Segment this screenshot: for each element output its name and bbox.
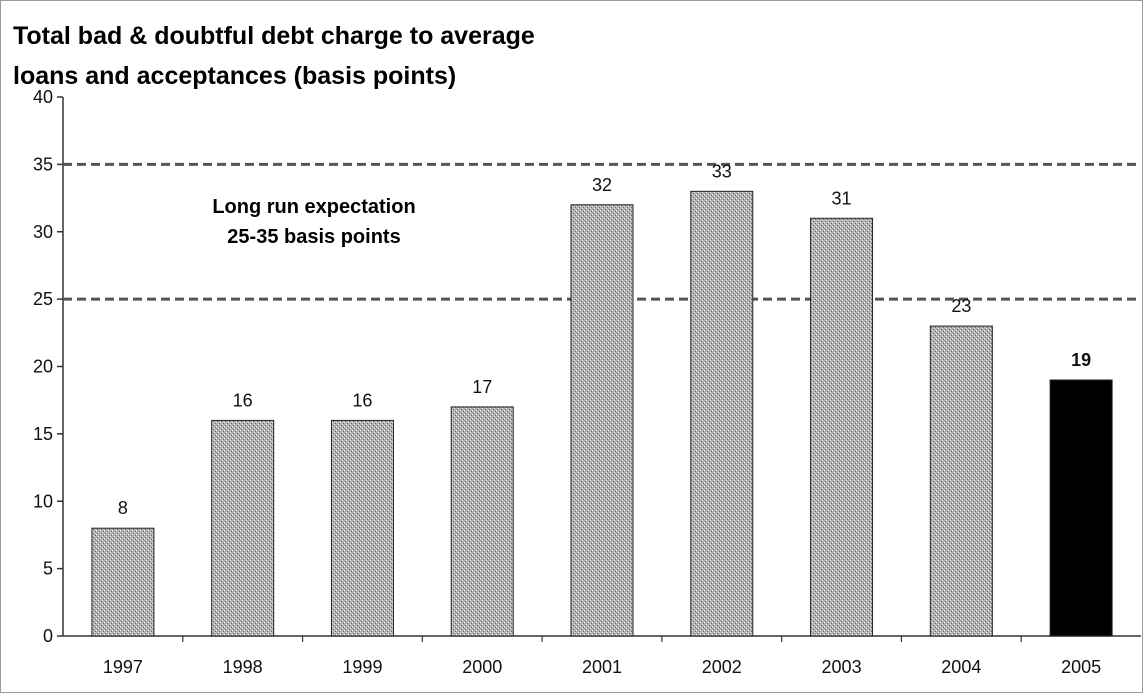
y-tick-label: 35 (33, 154, 53, 174)
y-tick-label: 40 (33, 87, 53, 107)
x-tick-label: 2002 (702, 657, 742, 677)
y-tick-label: 5 (43, 559, 53, 579)
data-label: 16 (233, 390, 253, 410)
data-label: 33 (712, 161, 732, 181)
y-tick-label: 25 (33, 289, 53, 309)
chart-annotation: Long run expectation 25-35 basis points (212, 196, 415, 248)
chart-title-line: loans and acceptances (basis points) (13, 62, 456, 90)
data-label: 8 (118, 498, 128, 518)
data-label: 17 (472, 377, 492, 397)
chart-title: Total bad & doubtful debt charge to aver… (13, 22, 535, 90)
bar (450, 406, 514, 637)
data-label: 16 (352, 390, 372, 410)
x-tick-label: 2003 (822, 657, 862, 677)
y-tick-label: 15 (33, 424, 53, 444)
bar (570, 204, 634, 637)
bar (690, 190, 754, 637)
bar (91, 527, 155, 637)
bar (929, 325, 993, 637)
y-tick-label: 30 (33, 222, 53, 242)
bar (1049, 379, 1113, 637)
y-tick-label: 10 (33, 491, 53, 511)
data-label: 19 (1071, 350, 1091, 370)
annotation-line: Long run expectation (212, 196, 415, 218)
chart-title-line: Total bad & doubtful debt charge to aver… (13, 22, 535, 50)
plot-area: 0 5 10 15 20 25 30 35 40 8 1997 16 1998 16 1999 17 2000 3… (33, 87, 1141, 677)
data-label: 23 (951, 296, 971, 316)
x-tick-label: 2000 (462, 657, 502, 677)
bar (211, 419, 275, 637)
x-tick-label: 2001 (582, 657, 622, 677)
data-label: 32 (592, 175, 612, 195)
bar (810, 217, 874, 637)
y-tick-label: 20 (33, 357, 53, 377)
bar (330, 419, 394, 637)
y-tick-label: 0 (43, 626, 53, 646)
annotation-line: 25-35 basis points (227, 226, 400, 248)
x-tick-label: 1999 (342, 657, 382, 677)
data-label: 31 (832, 188, 852, 208)
x-tick-label: 1998 (223, 657, 263, 677)
x-tick-label: 2005 (1061, 657, 1101, 677)
x-tick-label: 2004 (941, 657, 981, 677)
x-tick-label: 1997 (103, 657, 143, 677)
